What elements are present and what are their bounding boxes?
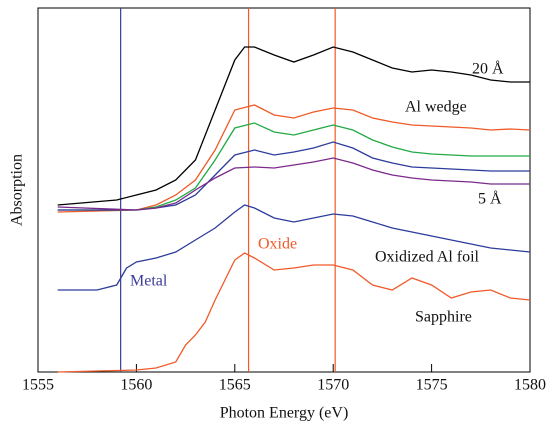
x-tick-label: 1570 — [317, 377, 349, 394]
series-line — [57, 252, 531, 373]
x-axis-label: Photon Energy (eV) — [220, 405, 349, 422]
x-tick-label: 1565 — [219, 377, 251, 394]
series-label: Sapphire — [415, 309, 472, 326]
series-label: Al wedge — [405, 99, 467, 116]
series-label: Oxidized Al foil — [375, 249, 480, 266]
reference-label: Metal — [130, 273, 168, 290]
series-line — [57, 157, 530, 211]
x-tick-label: 1560 — [120, 377, 152, 394]
series-line — [57, 141, 530, 211]
series-line — [57, 204, 531, 291]
plot-frame — [37, 7, 531, 373]
reference-label: Oxide — [258, 236, 297, 253]
y-axis-label: Absorption — [9, 154, 26, 226]
x-tick-label: 1555 — [22, 377, 54, 394]
series-label: 20 Å — [472, 60, 504, 78]
series-line — [57, 104, 531, 213]
x-tick-label: 1575 — [416, 377, 448, 394]
series-line — [57, 46, 530, 206]
x-tick-label: 1580 — [514, 377, 546, 394]
series-label: 5 Å — [478, 190, 502, 208]
series-line — [57, 122, 530, 211]
